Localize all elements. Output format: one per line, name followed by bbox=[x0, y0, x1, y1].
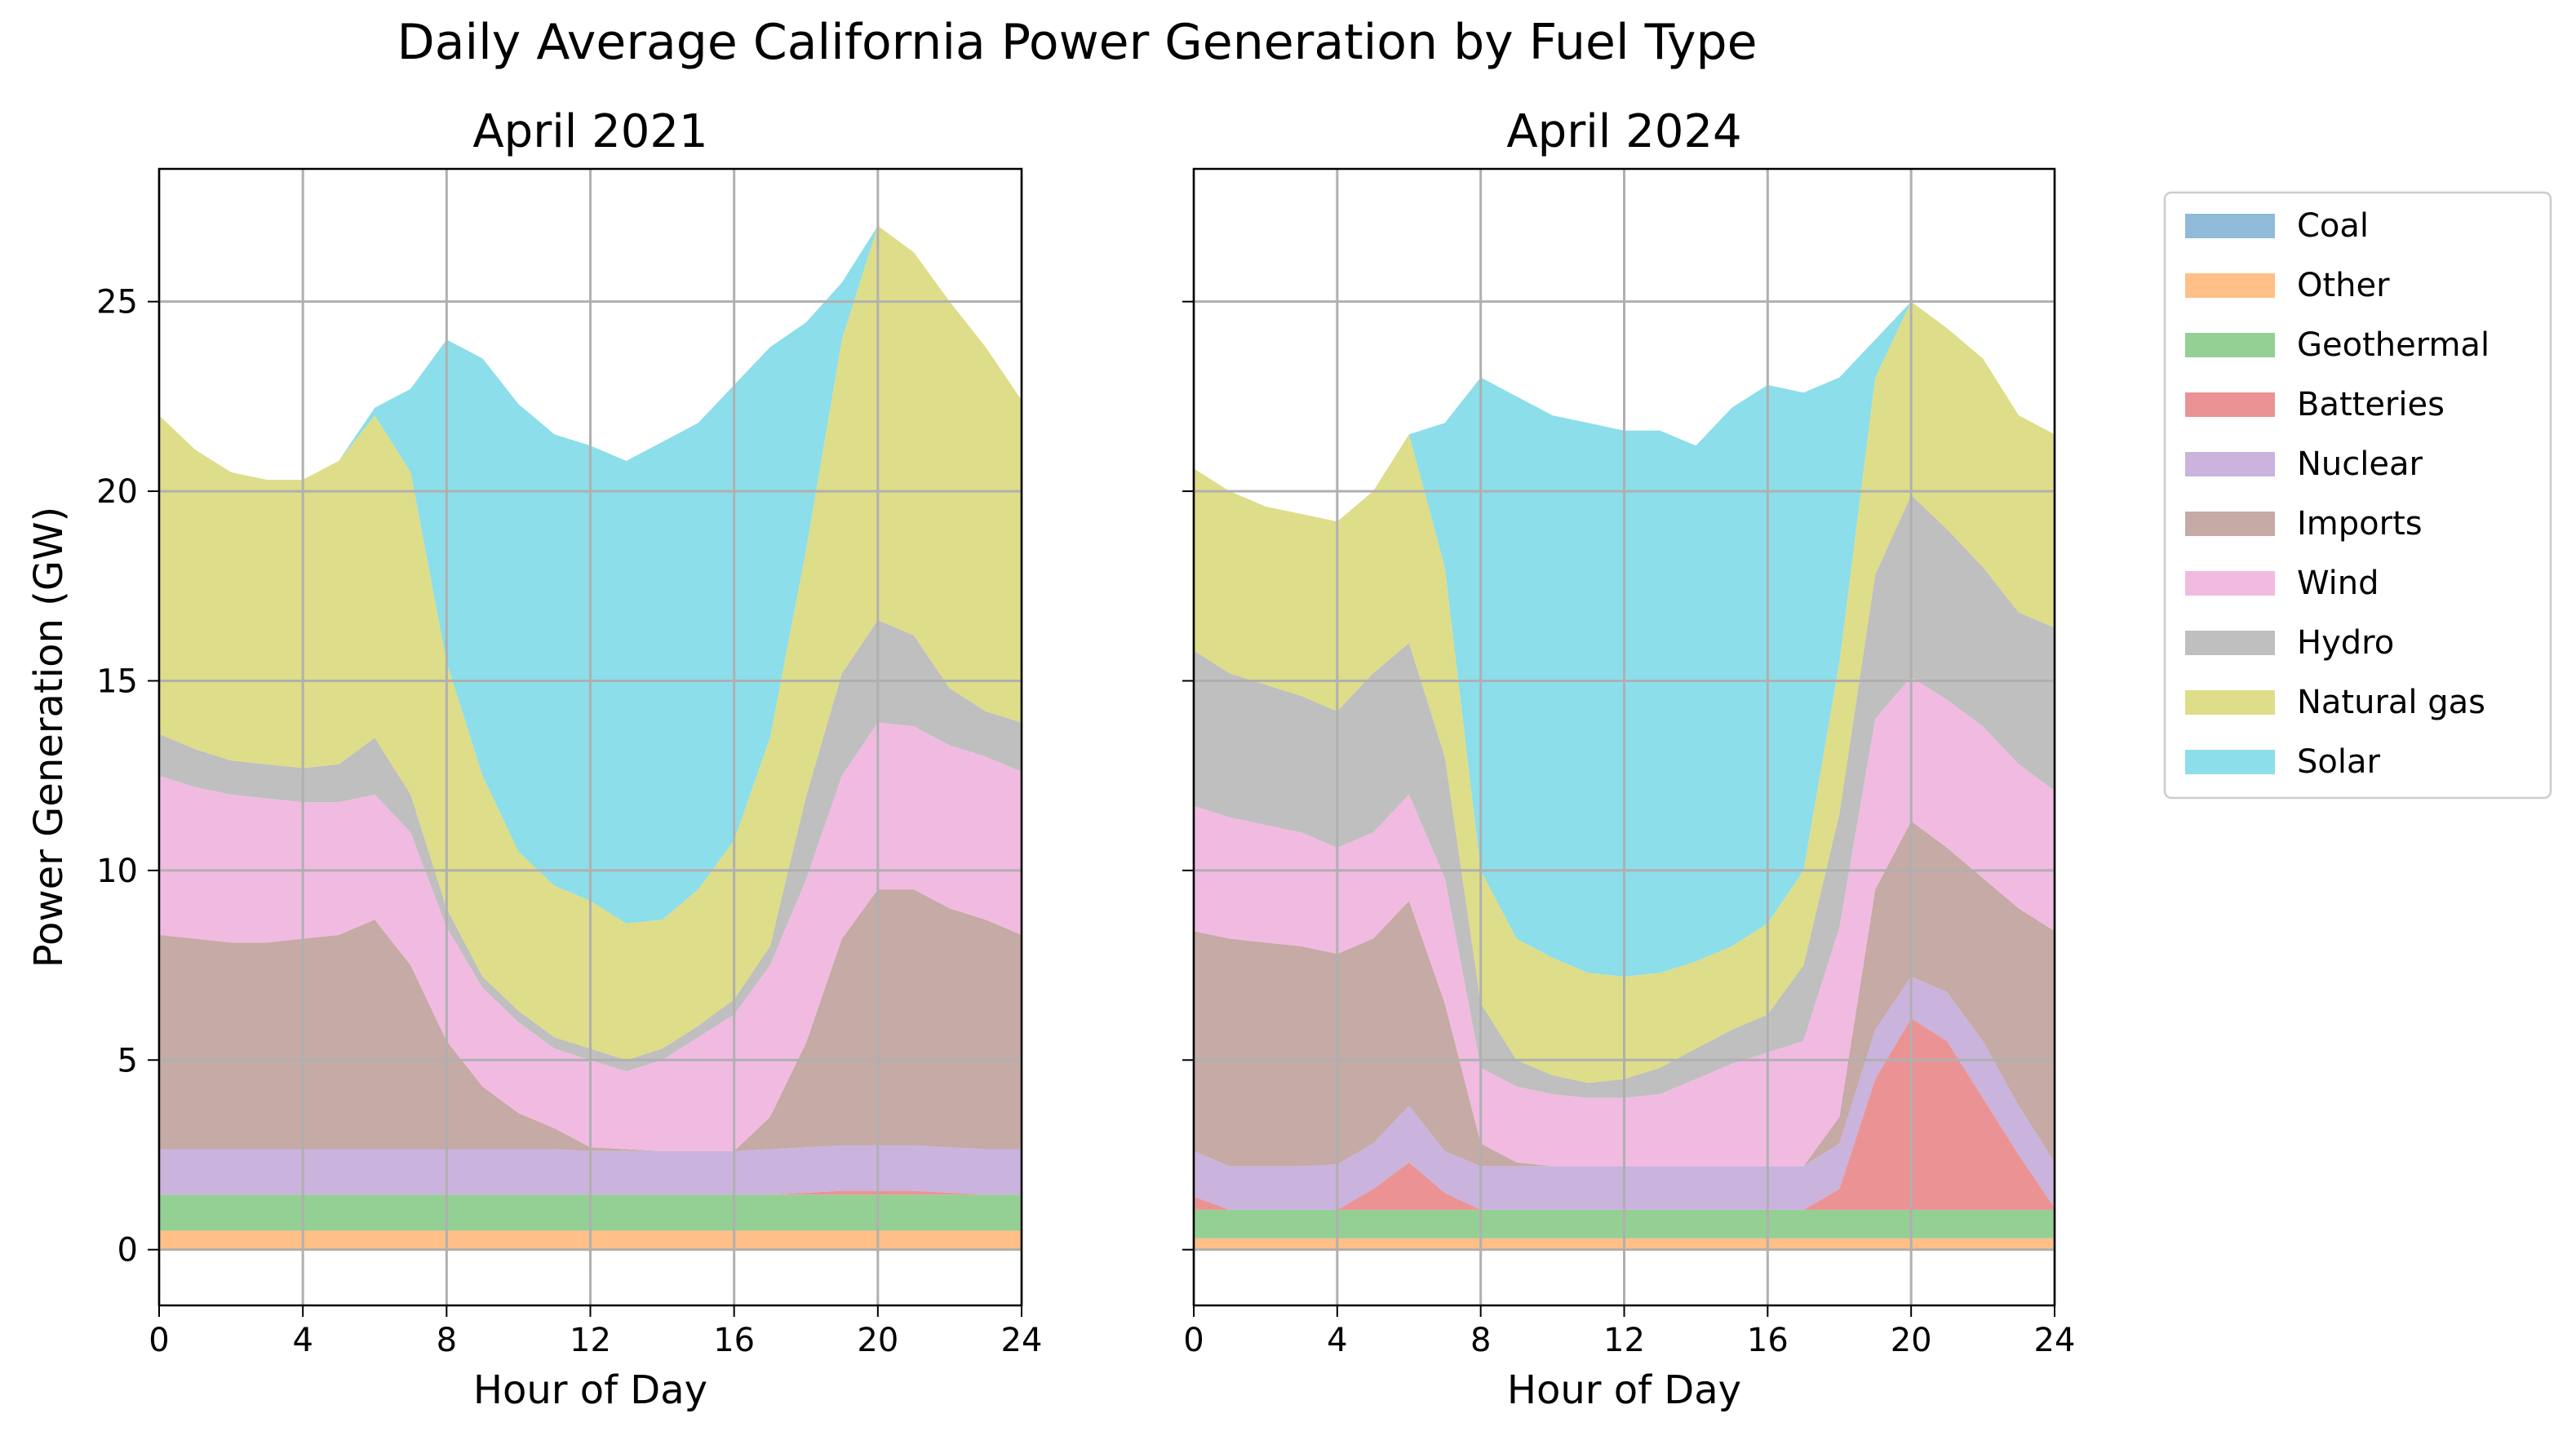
legend-swatch bbox=[2185, 273, 2275, 298]
legend-label: Natural gas bbox=[2297, 684, 2485, 721]
legend-swatch bbox=[2185, 333, 2275, 357]
legend-item: Other bbox=[2185, 267, 2390, 304]
legend-label: Geothermal bbox=[2297, 326, 2490, 364]
y-axis-label: Power Generation (GW) bbox=[26, 507, 72, 968]
y-tick-label: 10 bbox=[96, 853, 138, 890]
legend-item: Geothermal bbox=[2185, 326, 2490, 364]
legend-swatch bbox=[2185, 452, 2275, 476]
legend-swatch bbox=[2185, 512, 2275, 536]
x-tick-label: 20 bbox=[857, 1322, 898, 1359]
legend-label: Hydro bbox=[2297, 624, 2394, 662]
legend-label: Other bbox=[2297, 267, 2390, 304]
legend-swatch bbox=[2185, 750, 2275, 774]
legend-label: Coal bbox=[2297, 207, 2369, 245]
panel-2: April 2024 0 4 8 12 16 20 24 Hour of Day bbox=[1182, 105, 2075, 1413]
x-tick-label: 0 bbox=[149, 1322, 169, 1359]
area-batteries bbox=[1194, 1018, 2055, 1210]
x-tick-label: 20 bbox=[1891, 1322, 1932, 1359]
x-tick-label: 8 bbox=[437, 1322, 457, 1359]
area-natural-gas bbox=[1194, 301, 2055, 1083]
area-wind bbox=[159, 722, 1022, 1151]
legend-item: Imports bbox=[2185, 505, 2423, 543]
y-tick-label: 5 bbox=[117, 1042, 138, 1079]
legend-item: Wind bbox=[2185, 565, 2379, 602]
chart-title: Daily Average California Power Generatio… bbox=[397, 14, 1758, 71]
x-tick-label: 4 bbox=[1327, 1322, 1347, 1359]
x-tick-label: 24 bbox=[2034, 1322, 2076, 1359]
legend-swatch bbox=[2185, 690, 2275, 715]
y-tick-label: 15 bbox=[96, 662, 138, 700]
legend-label: Solar bbox=[2297, 743, 2380, 781]
y-tick-label: 20 bbox=[96, 473, 138, 511]
legend-item: Hydro bbox=[2185, 624, 2394, 662]
legend-item: Batteries bbox=[2185, 386, 2445, 423]
legend-label: Batteries bbox=[2297, 386, 2445, 423]
panel-title: April 2021 bbox=[472, 105, 707, 158]
y-tick-label: 0 bbox=[117, 1232, 138, 1270]
legend-label: Wind bbox=[2297, 565, 2379, 602]
legend-item: Coal bbox=[2185, 207, 2369, 245]
x-tick-label: 24 bbox=[1001, 1322, 1043, 1359]
y-tick-label: 25 bbox=[96, 284, 138, 321]
area-imports bbox=[159, 889, 1022, 1151]
x-tick-label: 8 bbox=[1470, 1322, 1491, 1359]
area-batteries bbox=[159, 1190, 1022, 1195]
area-imports bbox=[1194, 821, 2055, 1167]
legend-swatch bbox=[2185, 631, 2275, 655]
axes-frame bbox=[157, 167, 1023, 1307]
legend-item: Nuclear bbox=[2185, 445, 2423, 483]
x-axis-label: Hour of Day bbox=[473, 1367, 707, 1413]
area-natural-gas bbox=[159, 225, 1022, 1061]
legend-swatch bbox=[2185, 392, 2275, 417]
panel-1: April 2021 0 4 8 12 16 20 24 0 5 10 15 20 25 Hour of D… bbox=[26, 105, 1042, 1413]
legend-swatch bbox=[2185, 214, 2275, 238]
panel-title: April 2024 bbox=[1506, 105, 1741, 158]
legend-item: Natural gas bbox=[2185, 684, 2485, 721]
x-axis-label: Hour of Day bbox=[1507, 1367, 1741, 1413]
legend-label: Nuclear bbox=[2297, 445, 2423, 483]
x-tick-label: 16 bbox=[1747, 1322, 1789, 1359]
area-wind bbox=[1194, 676, 2055, 1167]
x-tick-label: 12 bbox=[570, 1322, 611, 1359]
x-tick-label: 12 bbox=[1603, 1322, 1645, 1359]
legend-swatch bbox=[2185, 571, 2275, 596]
legend: Coal Other Geothermal Batteries Nuclear Impor… bbox=[2163, 191, 2552, 800]
area-nuclear bbox=[1194, 977, 2055, 1210]
x-tick-label: 0 bbox=[1183, 1322, 1204, 1359]
x-tick-label: 16 bbox=[713, 1322, 755, 1359]
legend-item: Solar bbox=[2185, 743, 2380, 781]
area-hydro bbox=[1194, 494, 2055, 1098]
legend-label: Imports bbox=[2297, 505, 2423, 543]
axes-frame bbox=[1192, 167, 2056, 1307]
x-tick-label: 4 bbox=[292, 1322, 313, 1359]
